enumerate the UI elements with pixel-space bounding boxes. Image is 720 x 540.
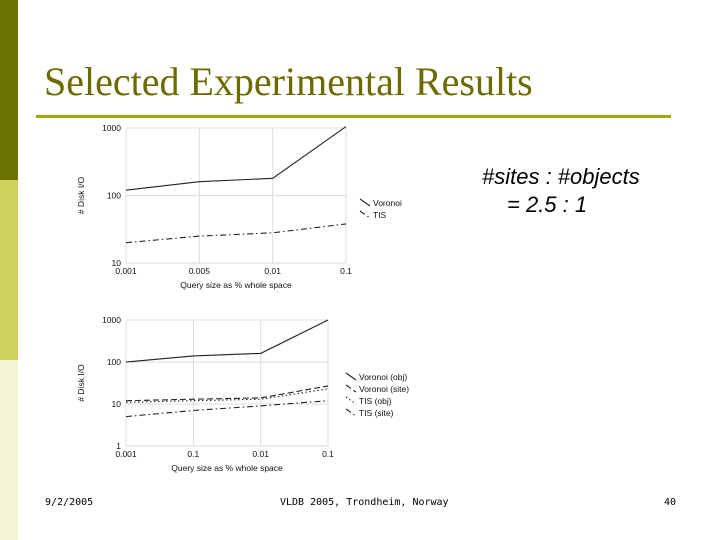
x-tick-label: 0.01: [252, 449, 269, 459]
legend-label: TIS (obj): [359, 396, 392, 406]
x-tick-label: 0.005: [189, 266, 211, 276]
sidebar-band-bottom: [0, 360, 18, 540]
legend-swatch: [345, 408, 357, 417]
legend-swatch: [359, 210, 371, 219]
disk-io-chart-voronoi-vs-tis: 1000 100 100.001 0.005 0.01 0.1 Query size as …: [76, 123, 402, 290]
slide-title: Selected Experimental Results: [44, 59, 533, 104]
title-rule: [36, 115, 671, 118]
legend-label: TIS: [373, 210, 387, 220]
x-axis-title: Query size as % whole space: [171, 463, 283, 473]
x-tick-label: 0.001: [115, 449, 137, 459]
site-object-ratio: #sites : #objects = 2.5 : 1: [482, 163, 640, 219]
series-line-2-2: [125, 388, 329, 403]
legend-label: Voronoi (obj): [359, 372, 407, 382]
legend-swatch: [345, 396, 357, 405]
y-tick-label: 10: [112, 258, 122, 268]
x-tick-label: 0.1: [322, 449, 334, 459]
y-tick-label: 100: [107, 357, 121, 367]
legend-label: Voronoi: [373, 198, 402, 208]
y-tick-label: 1: [116, 441, 121, 451]
series-line-2-1: [125, 385, 329, 402]
series-line-1-1: [125, 223, 347, 244]
legend-label: TIS (site): [359, 408, 394, 418]
x-tick-label: 0.1: [340, 266, 352, 276]
y-tick-label: 10: [112, 399, 122, 409]
plot-area: [125, 319, 329, 447]
x-tick-label: 0.1: [187, 449, 199, 459]
footer-venue: VLDB 2005, Trondheim, Norway: [280, 497, 449, 508]
sidebar-band-middle: [0, 180, 18, 360]
y-tick-label: 1000: [102, 315, 121, 325]
series-line-2-0: [125, 319, 329, 363]
ratio-line-2: = 2.5 : 1: [507, 192, 588, 217]
disk-io-chart-obj-vs-site: 1000 100 10 10.001 0.1 0.01 0.1 Query size as %…: [76, 315, 409, 473]
y-axis-title: # Disk I/O: [76, 176, 86, 214]
series-line-1-0: [125, 126, 347, 191]
sidebar-band-top: [0, 0, 18, 180]
ratio-line-1: #sites : #objects: [482, 164, 640, 189]
y-axis-title: # Disk I/O: [76, 364, 86, 402]
y-tick-label: 100: [107, 191, 121, 201]
legend-swatch: [345, 384, 357, 393]
x-axis-title: Query size as % whole space: [180, 280, 292, 290]
x-tick-label: 0.01: [264, 266, 281, 276]
footer-date: 9/2/2005: [45, 497, 94, 508]
legend-swatch: [345, 372, 357, 381]
legend-swatch: [359, 198, 371, 207]
y-tick-label: 1000: [102, 123, 121, 133]
page-number: 40: [664, 497, 677, 508]
x-tick-label: 0.001: [115, 266, 137, 276]
legend-label: Voronoi (site): [359, 384, 409, 394]
